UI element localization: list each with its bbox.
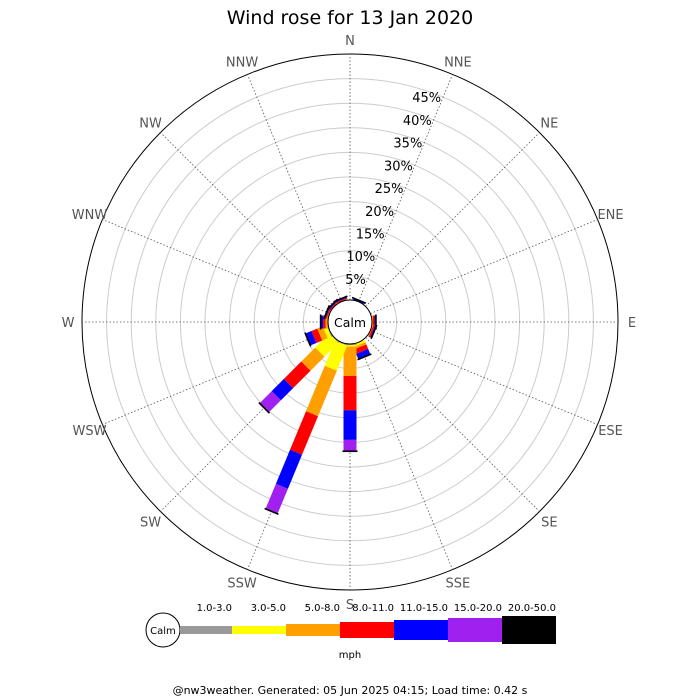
direction-label-sse: SSE [446,577,471,592]
bar-cap-ssw [264,507,279,516]
direction-label-ese: ESE [598,424,623,439]
bar-sw-8.0-11.0 [283,361,311,389]
bar-wsw-8.0-11.0 [311,328,323,343]
direction-label-ssw: SSW [227,577,257,592]
bar-ese-8.0-11.0 [368,324,376,338]
legend-bin-label: 8.0-11.0 [352,603,394,614]
bar-ssw-11.0-15.0 [275,449,302,489]
spoke-line [160,132,335,307]
percent-tick-label: 30% [384,159,413,174]
calm-label: Calm [334,315,366,330]
direction-label-nw: NW [139,117,162,132]
direction-label-nne: NNE [444,55,472,70]
bar-s-8.0-11.0 [343,376,357,411]
spoke-line [365,132,540,307]
footer-text: @nw3weather. Generated: 05 Jun 2025 04:1… [173,684,528,697]
spoke-line [365,337,540,512]
chart-title: Wind rose for 13 Jan 2020 [227,7,474,29]
direction-label-w: W [62,316,75,331]
bar-sw-11.0-15.0 [271,378,294,401]
direction-label-wsw: WSW [72,424,106,439]
wind-bars [258,295,378,516]
spoke-line [247,74,342,302]
legend-swatch-1.0-3.0 [180,626,232,634]
direction-label-ne: NE [540,117,558,132]
legend-bin-label: 3.0-5.0 [251,603,286,614]
legend-calm-label: Calm [150,626,176,637]
calm-circle: Calm [327,299,373,345]
bar-ssw-8.0-11.0 [290,411,318,455]
legend-swatch-15.0-20.0 [448,618,502,642]
legend-swatch-11.0-15.0 [394,620,448,640]
bar-sw-5.0-8.0 [301,347,325,371]
speed-legend: Calm mph 1.0-3.0 3.0-5.0 5.0-8.0 8.0-11.0 11… [145,603,556,661]
direction-label-wnw: WNW [72,208,108,223]
direction-label-s: S [346,598,354,613]
legend-bin-label: 5.0-8.0 [305,603,340,614]
bar-sse-11.0-15.0 [356,348,371,360]
spoke-line [102,219,330,314]
direction-label-ene: ENE [597,208,623,223]
bar-s-11.0-15.0 [343,410,357,440]
percent-tick-label: 15% [356,227,385,242]
bar-sw-3.0-5.0 [315,333,339,357]
legend-bin-label: 20.0-50.0 [508,603,556,614]
spoke-line [102,330,330,425]
legend-bin-label: 1.0-3.0 [197,603,232,614]
bar-cap-nnw [333,295,348,303]
legend-swatch-8.0-11.0 [340,622,394,638]
axis-labels: N NNE NE ENE E ESE SE SSE S SSW SW WSW W WNW NW NNW 5% 10… [62,34,637,613]
bar-sse-8.0-11.0 [354,344,369,354]
percent-tick-label: 40% [403,114,432,129]
percent-tick-label: 25% [375,182,404,197]
direction-label-n: N [345,34,355,49]
percent-tick-label: 45% [412,91,441,106]
spoke-line [370,219,598,314]
bar-sw-15.0-20.0 [259,391,281,413]
direction-label-e: E [628,316,636,331]
spoke-line [358,342,453,570]
bar-ssw-3.0-5.0 [324,340,348,371]
legend-unit: mph [339,650,361,661]
percent-tick-label: 5% [345,273,366,288]
bar-wsw-5.0-8.0 [317,326,328,341]
legend-bin-label: 11.0-15.0 [400,603,448,614]
legend-swatch-5.0-8.0 [286,624,340,636]
percent-tick-label: 10% [346,250,375,265]
percent-tick-label: 20% [365,205,394,220]
bar-ssw-5.0-8.0 [306,365,337,417]
spoke-line [160,337,335,512]
direction-label-sw: SW [140,515,161,530]
bar-cap-nne [351,296,367,304]
bar-nnw-8.0-11.0 [335,297,348,304]
direction-label-se: SE [541,515,557,530]
bar-s-15.0-20.0 [343,439,357,452]
spoke-line [370,330,598,425]
bar-cap-sw [258,401,271,414]
direction-label-nnw: NNW [226,55,258,70]
bar-wsw-11.0-15.0 [305,331,317,346]
bar-ssw-15.0-20.0 [265,483,288,514]
bar-cap-ese [370,324,378,340]
legend-bin-label: 15.0-20.0 [454,603,502,614]
spoke-line [358,74,453,302]
bar-cap-wsw [304,332,312,347]
percent-tick-label: 35% [393,137,422,152]
legend-swatch-20.0-50.0 [502,616,556,644]
bar-s-5.0-8.0 [343,346,357,376]
bar-sse-5.0-8.0 [353,342,367,350]
legend-swatch-3.0-5.0 [232,626,286,634]
bar-cap-sse [357,353,372,361]
